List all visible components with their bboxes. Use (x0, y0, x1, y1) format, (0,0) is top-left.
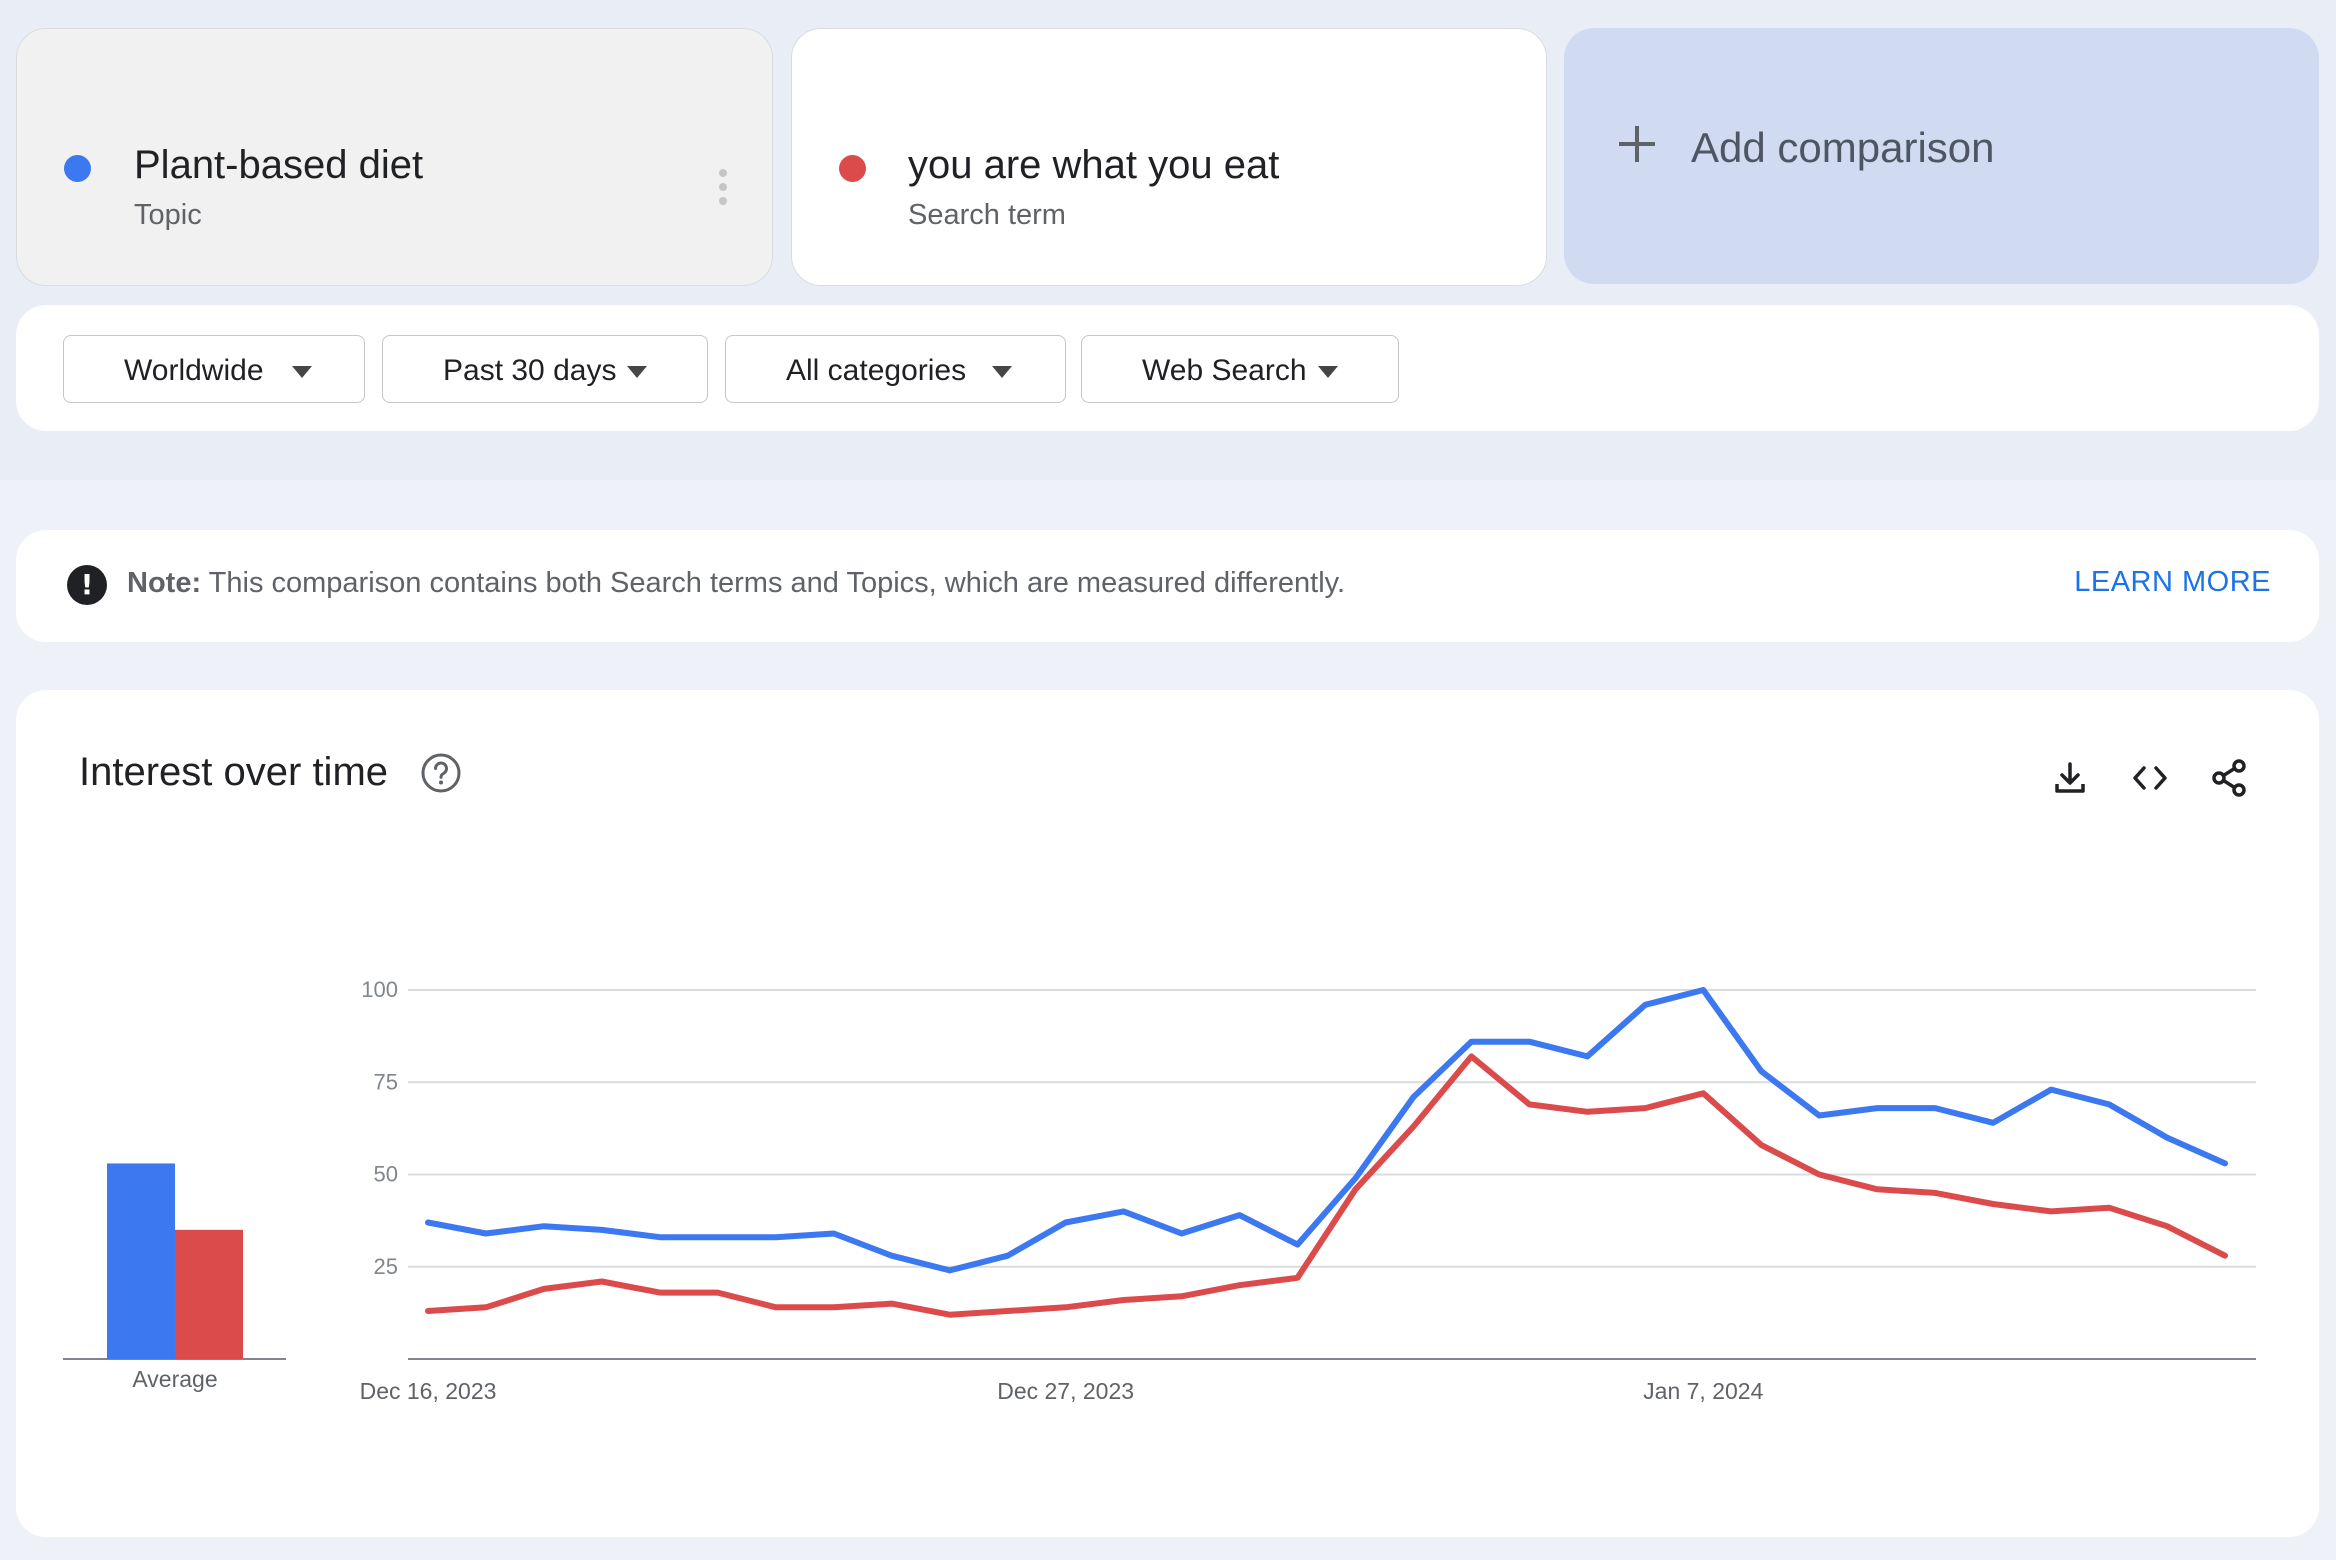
term-card-plant-based-diet[interactable]: Plant-based diet Topic (16, 28, 773, 286)
category-dropdown-label: All categories (786, 354, 967, 387)
dropdown-arrow-icon (992, 366, 1012, 378)
filter-bar: Worldwide Past 30 days All categories We… (16, 305, 2319, 431)
term-type: Topic (134, 199, 202, 231)
region-dropdown[interactable]: Worldwide (63, 335, 365, 403)
comparison-note: ! Note: This comparison contains both Se… (16, 530, 2319, 642)
y-tick-label: 25 (374, 1254, 398, 1279)
search-type-dropdown[interactable]: Web Search (1081, 335, 1399, 403)
x-tick-label: Dec 16, 2023 (360, 1378, 497, 1404)
add-comparison-button[interactable]: Add comparison (1564, 28, 2319, 284)
series-color-dot (64, 155, 91, 182)
learn-more-link[interactable]: LEARN MORE (2074, 566, 2271, 598)
note-message: This comparison contains both Search ter… (208, 567, 1346, 599)
region-dropdown-label: Worldwide (124, 354, 264, 387)
average-bar (175, 1229, 243, 1359)
time-range-dropdown[interactable]: Past 30 days (382, 335, 708, 403)
interest-over-time-chart: 100 75 50 25 Dec 16, 2023 Dec 27, 2023 Jan 7, … (63, 977, 2256, 1404)
share-icon[interactable] (2209, 758, 2249, 798)
term-type: Search term (908, 199, 1066, 231)
x-tick-label: Jan 7, 2024 (1643, 1378, 1763, 1404)
series-line (425, 1053, 2228, 1318)
x-tick-label: Dec 27, 2023 (997, 1378, 1134, 1404)
dropdown-arrow-icon (627, 366, 647, 378)
download-icon[interactable] (2050, 758, 2090, 798)
term-card-you-are-what-you-eat[interactable]: you are what you eat Search term (791, 28, 1547, 286)
help-icon[interactable] (420, 752, 462, 794)
y-tick-label: 50 (374, 1162, 398, 1187)
average-bar (107, 1163, 175, 1359)
alert-icon: ! (67, 565, 107, 605)
time-range-dropdown-label: Past 30 days (443, 354, 617, 387)
more-options-icon[interactable] (717, 169, 729, 205)
note-text: Note: This comparison contains both Sear… (127, 567, 1345, 600)
term-name: Plant-based diet (134, 143, 424, 187)
average-label: Average (132, 1366, 217, 1392)
add-comparison-label: Add comparison (1691, 124, 1995, 171)
embed-code-icon[interactable] (2130, 758, 2170, 798)
note-bold-label: Note: (127, 567, 202, 599)
y-tick-label: 100 (361, 977, 398, 1002)
category-dropdown[interactable]: All categories (725, 335, 1066, 403)
plus-icon (1619, 126, 1655, 162)
chart-title: Interest over time (79, 750, 389, 794)
series-line (425, 987, 2228, 1274)
interest-over-time-card: 100 75 50 25 Dec 16, 2023 Dec 27, 2023 Jan 7, … (16, 690, 2319, 1537)
search-type-dropdown-label: Web Search (1142, 354, 1307, 387)
dropdown-arrow-icon (292, 366, 312, 378)
dropdown-arrow-icon (1318, 366, 1338, 378)
y-tick-label: 75 (374, 1069, 398, 1094)
term-name: you are what you eat (908, 143, 1280, 187)
series-color-dot (839, 155, 866, 182)
